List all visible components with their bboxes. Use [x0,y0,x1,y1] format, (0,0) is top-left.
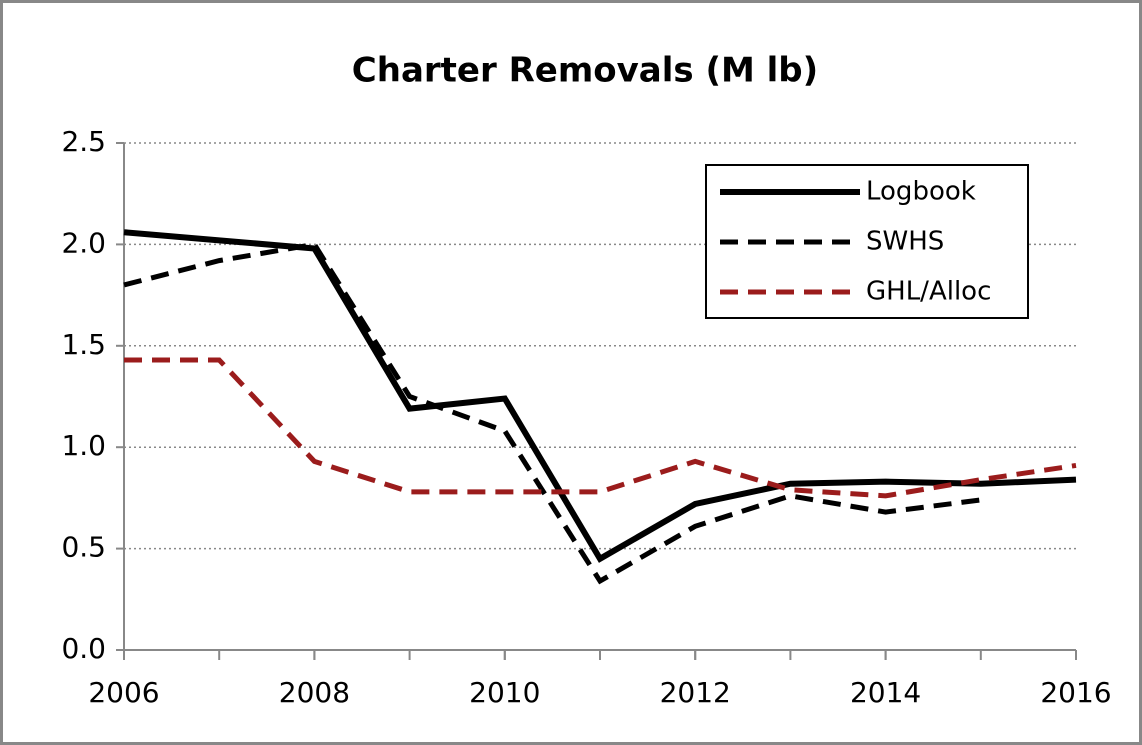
series-line [123,241,982,585]
y-tick-label: 2.0 [61,226,106,259]
x-tick-label: 2014 [850,676,921,709]
x-tick-label: 2010 [469,676,540,709]
series-line [123,229,1077,563]
x-tick-label: 2012 [660,676,731,709]
y-tick-label: 0.5 [61,531,106,564]
y-tick-label: 1.0 [61,429,106,462]
series-line [124,357,1077,499]
legend: Logbook SWHS GHL/Alloc [705,164,1029,319]
y-tick-label: 2.5 [61,125,106,158]
x-tick-label: 2006 [88,676,159,709]
y-tick-label: 0.0 [61,632,106,665]
legend-label: GHL/Alloc [866,277,991,307]
legend-label: SWHS [866,227,944,257]
legend-label: Logbook [866,177,976,207]
chart-title: Charter Removals (M lb) [352,51,818,91]
x-tick-label: 2008 [279,676,350,709]
x-tick-label: 2016 [1040,676,1111,709]
y-tick-label: 1.5 [61,328,106,361]
